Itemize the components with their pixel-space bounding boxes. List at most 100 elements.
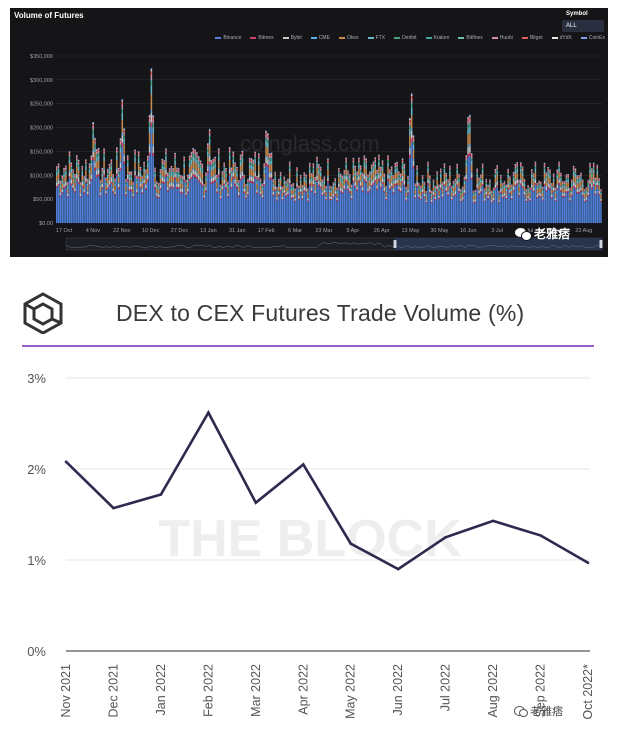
bar-segment (247, 182, 249, 184)
bar-segment (381, 178, 384, 183)
bar-segment (338, 171, 340, 173)
bar-segment (136, 183, 138, 189)
bar-segment (470, 153, 473, 155)
bar-segment (194, 157, 196, 162)
range-handle[interactable] (393, 240, 397, 248)
bar-segment (212, 165, 215, 170)
bar-segment (61, 176, 63, 178)
bar-segment (103, 153, 105, 155)
bar-segment (474, 191, 477, 193)
bar-segment (241, 158, 244, 163)
bar-segment (217, 174, 220, 177)
range-selection[interactable] (395, 238, 602, 250)
bar-segment (460, 200, 462, 202)
bar-segment (130, 185, 133, 187)
bar-segment (500, 180, 502, 184)
bar-segment (85, 161, 87, 164)
bar-segment (172, 172, 174, 174)
bar-segment (314, 190, 316, 194)
bar-segment (531, 171, 533, 173)
bar-segment (591, 174, 593, 178)
legend-item[interactable]: Huobi (491, 33, 513, 43)
bar-segment (507, 172, 509, 174)
bar-segment (181, 189, 184, 193)
legend-item[interactable]: Bybit (282, 33, 302, 43)
bar-segment (65, 171, 67, 176)
bar-segment (174, 177, 176, 180)
legend-item[interactable]: Okex (338, 33, 359, 43)
bar-segment (485, 182, 488, 184)
bar-segment (379, 167, 382, 168)
bar-segment (527, 195, 529, 197)
x-tick-label: 13 May (402, 228, 420, 234)
bar-segment (234, 166, 236, 168)
legend-item[interactable]: Binance (215, 33, 241, 43)
legend-item[interactable]: Deribit (394, 33, 417, 43)
bar-segment (70, 185, 73, 223)
bar-segment (203, 194, 205, 196)
legend-item[interactable]: Bitmex (250, 33, 274, 43)
bar-segment (359, 185, 362, 188)
bar-segment (432, 180, 435, 182)
bar-segment (165, 170, 167, 175)
bar-segment (92, 139, 94, 150)
bar-segment (221, 185, 224, 187)
bar-segment (363, 162, 366, 167)
bar-segment (241, 151, 244, 153)
bar-segment (283, 189, 286, 193)
bar-segment (243, 191, 245, 194)
bar-segment (183, 159, 185, 162)
bar-segment (505, 197, 508, 200)
bar-segment (308, 162, 311, 164)
bar-segment (383, 174, 386, 176)
legend-item[interactable]: dYdX (551, 33, 572, 43)
legend-item[interactable]: Bitfinex (458, 33, 483, 43)
bar-segment (227, 193, 229, 196)
bar-segment (103, 154, 105, 156)
legend-item[interactable]: Bitget (521, 33, 543, 43)
bar-segment (238, 196, 240, 223)
bar-segment (460, 201, 462, 223)
bar-segment (447, 191, 449, 192)
legend-item[interactable]: Kraken (425, 33, 449, 43)
bar-segment (521, 172, 524, 177)
range-handle[interactable] (599, 240, 603, 248)
legend-item[interactable]: CoinEx (580, 33, 605, 43)
bar-segment (77, 170, 80, 177)
bar-segment (96, 170, 98, 175)
bar-segment (201, 164, 204, 167)
bar-segment (376, 184, 378, 186)
bar-segment (301, 195, 304, 196)
bar-segment (221, 179, 224, 186)
bar-segment (503, 181, 506, 183)
symbol-select[interactable]: ALL (562, 20, 604, 32)
bar-segment (190, 152, 193, 153)
bar-segment (554, 188, 557, 191)
bar-segment (132, 196, 134, 198)
bar-segment (518, 196, 520, 223)
bar-segment (438, 194, 440, 196)
bar-segment (170, 185, 173, 188)
bar-segment (425, 193, 427, 195)
bar-segment (427, 179, 429, 184)
legend-item[interactable]: FTX (367, 33, 385, 43)
bar-segment (532, 190, 535, 193)
legend-item[interactable]: CME (310, 33, 330, 43)
bar-segment (288, 184, 291, 223)
bar-segment (157, 183, 160, 185)
bar-segment (531, 189, 533, 223)
bar-segment (589, 167, 591, 168)
bar-segment (345, 175, 347, 177)
bar-segment (398, 173, 400, 176)
bar-segment (561, 195, 564, 198)
bar-segment (500, 187, 502, 189)
bar-segment (511, 186, 513, 188)
bar-segment (463, 177, 466, 179)
bar-segment (489, 194, 491, 197)
bar-segment (394, 173, 397, 180)
bar-segment (310, 181, 313, 187)
bar-segment (281, 187, 284, 190)
bar-segment (423, 186, 426, 189)
bar-segment (123, 129, 125, 131)
bar-segment (137, 153, 140, 157)
